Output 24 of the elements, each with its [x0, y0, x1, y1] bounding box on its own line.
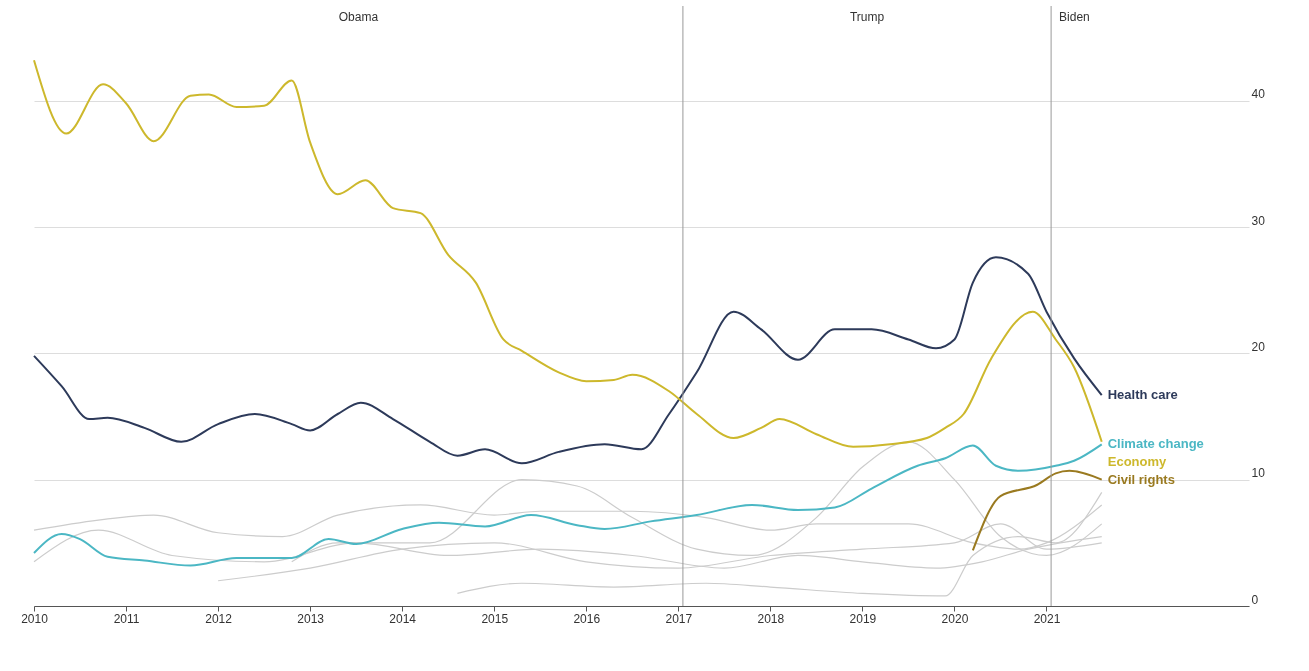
x-tick-label: 2010	[21, 611, 49, 626]
x-tick-label: 2019	[849, 611, 877, 626]
y-tick-label: 40	[1251, 87, 1266, 102]
x-tick-label: 2012	[205, 611, 233, 626]
x-tick-label: 2017	[665, 611, 693, 626]
y-tick-label: 30	[1251, 213, 1266, 228]
x-tick-label: 2013	[297, 611, 325, 626]
x-tick-label: 2015	[481, 611, 509, 626]
annotation: Biden	[1059, 10, 1090, 24]
x-tick-label: 2016	[573, 611, 601, 626]
series-label: Civil rights	[1107, 472, 1175, 488]
x-tick-label: 2021	[1033, 611, 1061, 626]
annotation: Obama	[338, 10, 379, 24]
series-label: Climate change	[1107, 436, 1204, 452]
annotation: Trump	[849, 10, 885, 24]
y-tick-label: 20	[1251, 339, 1266, 354]
x-tick-label: 2014	[389, 611, 417, 626]
x-tick-label: 2011	[113, 611, 140, 626]
y-tick-label: 0	[1251, 592, 1259, 607]
y-tick-label: 10	[1251, 466, 1266, 481]
x-tick-label: 2018	[757, 611, 785, 626]
series-label: Economy	[1107, 454, 1168, 470]
x-tick-label: 2020	[941, 611, 969, 626]
series-label: Health care	[1107, 387, 1178, 403]
